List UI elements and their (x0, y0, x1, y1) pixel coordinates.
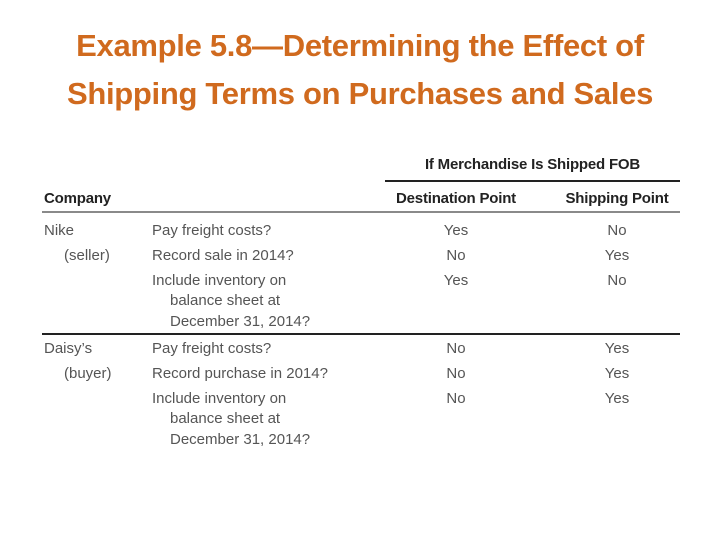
shipping-point-value: Yes (604, 340, 630, 357)
company-name: Daisy’s (44, 340, 93, 357)
destination-point-value: No (446, 390, 466, 407)
destination-point-value: No (446, 340, 466, 357)
row-question-continued: balance sheet at (170, 292, 281, 309)
row-question-continued: balance sheet at (170, 410, 281, 427)
slide-title: Example 5.8—Determining the Effect of Sh… (0, 22, 720, 118)
slide-title-line-2: Shipping Terms on Purchases and Sales (66, 76, 654, 111)
row-question-continued: December 31, 2014? (170, 313, 311, 330)
shipping-point-value: Yes (604, 365, 630, 382)
row-question: Record sale in 2014? (152, 247, 294, 264)
row-question: Record purchase in 2014? (152, 365, 328, 382)
company-name: Nike (44, 222, 75, 239)
row-question: Include inventory on (152, 272, 287, 289)
shipping-point-value: No (607, 272, 627, 289)
shipping-point-value: Yes (604, 390, 630, 407)
destination-point-value: No (446, 365, 466, 382)
company-role: (seller) (64, 247, 110, 264)
slide-title-line-1: Example 5.8—Determining the Effect of (76, 28, 644, 63)
destination-point-value: No (446, 247, 466, 264)
group-divider (42, 333, 680, 335)
row-question: Pay freight costs? (152, 340, 272, 357)
column-header-destination-point: Destination Point (396, 190, 516, 207)
row-question: Pay freight costs? (152, 222, 272, 239)
header-divider (42, 211, 680, 213)
group-header-fob: If Merchandise Is Shipped FOB (424, 156, 641, 173)
company-role: (buyer) (64, 365, 112, 382)
shipping-point-value: Yes (604, 247, 630, 264)
row-question-continued: December 31, 2014? (170, 431, 311, 448)
column-header-shipping-point: Shipping Point (565, 190, 669, 207)
column-header-company: Company (44, 190, 111, 207)
destination-point-value: Yes (443, 272, 469, 289)
row-question: Include inventory on (152, 390, 287, 407)
group-header-divider (385, 180, 680, 182)
shipping-point-value: No (607, 222, 627, 239)
destination-point-value: Yes (443, 222, 469, 239)
